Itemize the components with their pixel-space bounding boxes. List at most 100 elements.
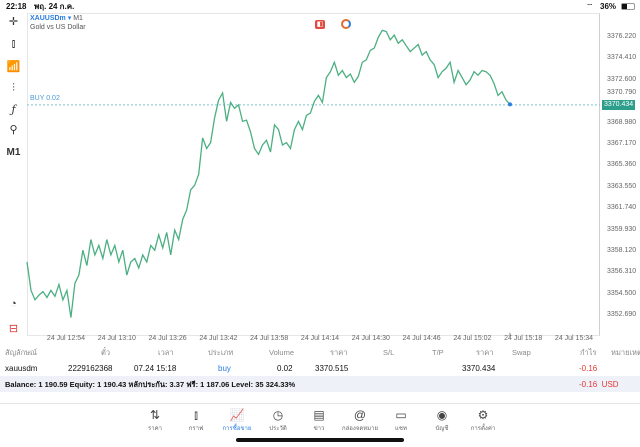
- row-ticket: 2229162368: [68, 364, 113, 373]
- tab-icon: ▤: [313, 408, 325, 422]
- column-header[interactable]: Swap: [512, 348, 531, 357]
- column-header[interactable]: ราคา: [330, 348, 348, 357]
- summary-bar: [0, 376, 640, 392]
- objects-icon[interactable]: ⚲: [9, 124, 18, 136]
- tab-icon: ⚙: [477, 408, 489, 422]
- tab-label: บัญชี: [435, 426, 449, 432]
- time-tick: 24 Jul 15:34: [554, 335, 594, 342]
- settings-sliders-icon[interactable]: ⫶: [12, 82, 15, 94]
- column-header[interactable]: เวลา: [158, 348, 174, 357]
- tab-icon: @: [353, 408, 367, 422]
- chart-area[interactable]: [27, 13, 600, 336]
- tab-8[interactable]: ⚙ การตั้งค่า: [463, 407, 503, 433]
- tab-label: การตั้งค่า: [470, 426, 496, 432]
- tab-7[interactable]: ◉ บัญชี: [422, 407, 462, 433]
- price-tick: 3352.690: [607, 311, 637, 319]
- tab-label: ประวัติ: [269, 426, 287, 432]
- account-summary: Balance: 1 190.59 Equity: 1 190.43 หลักป…: [5, 380, 296, 389]
- indicators-icon[interactable]: 📶: [6, 61, 21, 73]
- column-header[interactable]: กำไร: [580, 348, 597, 357]
- time-tick: 24 Jul 13:10: [97, 335, 136, 342]
- trade-icon[interactable]: ⊟: [8, 323, 19, 335]
- price-line: [26, 29, 511, 318]
- tab-5[interactable]: @ กล่องจดหมาย: [340, 407, 380, 433]
- time-tick: 24 Jul 15:18: [504, 335, 543, 342]
- scroll-marker-icon: [508, 332, 512, 336]
- price-tick: 3361.740: [607, 204, 637, 212]
- column-header[interactable]: หมายเหตุ: [611, 348, 640, 357]
- time-tick: 24 Jul 12:54: [46, 335, 86, 342]
- speedometer-icon[interactable]: ◔: [10, 298, 17, 310]
- tab-label: กราฟ: [188, 426, 204, 432]
- time-tick: 24 Jul 13:58: [250, 335, 289, 342]
- price-tick: 3363.550: [607, 182, 637, 190]
- column-header[interactable]: สัญลักษณ์: [5, 348, 38, 357]
- time-tick: 24 Jul 14:30: [351, 335, 390, 342]
- sell-button-icon[interactable]: ◧: [315, 20, 325, 29]
- column-header[interactable]: S/L: [383, 348, 395, 357]
- price-tick: 3370.790: [607, 89, 637, 96]
- time-tick: 24 Jul 13:42: [199, 335, 238, 342]
- timeframe-button[interactable]: M1: [6, 147, 21, 158]
- wifi-icon: ⌔: [586, 2, 594, 11]
- order-line-label: BUY 0.02: [30, 95, 60, 102]
- battery-icon: [621, 3, 635, 10]
- row-type: buy: [218, 364, 231, 373]
- tab-icon: 📈: [229, 408, 245, 422]
- tab-3[interactable]: ◷ ประวัติ: [258, 407, 298, 433]
- tab-icon: ⫾: [194, 408, 198, 422]
- column-header[interactable]: T/P: [432, 348, 444, 357]
- battery-level: 36%: [600, 2, 617, 11]
- price-tick: 3354.500: [607, 289, 637, 297]
- column-header[interactable]: ตั๋ว: [101, 348, 111, 357]
- tab-1[interactable]: ⫾ กราฟ: [176, 407, 216, 433]
- tab-label: กล่องจดหมาย: [341, 426, 379, 432]
- tab-label: ข่าว: [313, 426, 325, 432]
- divider: [0, 403, 640, 404]
- function-icon[interactable]: ƒ: [11, 103, 16, 116]
- chart-description: Gold vs US Dollar: [30, 24, 86, 31]
- time-tick: 24 Jul 15:02: [453, 335, 492, 342]
- tab-2[interactable]: 📈 การซื้อขาย: [217, 407, 257, 433]
- row-profit: -0.16: [579, 364, 598, 373]
- time-tick: 24 Jul 13:26: [148, 335, 187, 342]
- tab-label: ราคา: [148, 426, 162, 432]
- home-indicator: [236, 438, 404, 442]
- column-header[interactable]: ประเภท: [208, 348, 234, 357]
- column-header[interactable]: Volume: [269, 348, 295, 357]
- chart-symbol[interactable]: XAUUSDm ▾ M1: [30, 15, 83, 22]
- candlestick-icon[interactable]: ⫾: [11, 38, 16, 50]
- status-date: พฤ. 24 ก.ค.: [34, 2, 75, 11]
- tab-6[interactable]: ▭ แชท: [381, 407, 421, 433]
- price-tick: 3356.310: [607, 268, 637, 276]
- tab-icon: ⇅: [149, 408, 161, 422]
- price-tick: 3374.410: [607, 54, 637, 62]
- row-open-price: 3370.515: [315, 364, 349, 373]
- crosshair-icon[interactable]: ✛: [8, 16, 19, 28]
- one-click-icon[interactable]: [341, 19, 351, 29]
- tab-0[interactable]: ⇅ ราคา: [135, 407, 175, 433]
- time-tick: 24 Jul 14:14: [300, 335, 340, 342]
- row-volume: 0.02: [277, 364, 293, 373]
- price-tick: 3376.220: [607, 33, 637, 40]
- tab-icon: ◷: [272, 408, 284, 422]
- tab-label: แชท: [395, 426, 407, 432]
- current-price-tag: 3370.434: [602, 100, 636, 110]
- tab-icon: ◉: [436, 408, 448, 422]
- price-tick: 3359.930: [607, 225, 637, 233]
- price-tick: 3372.600: [607, 75, 637, 83]
- row-symbol[interactable]: xauusdm: [5, 364, 38, 373]
- row-current-price: 3370.434: [462, 364, 496, 373]
- tab-4[interactable]: ▤ ข่าว: [299, 407, 339, 433]
- price-tick: 3368.980: [607, 118, 637, 126]
- tab-icon: ▭: [395, 408, 407, 422]
- summary-profit: -0.16 USD: [579, 380, 619, 389]
- time-tick: 24 Jul 14:46: [402, 335, 441, 342]
- row-time: 07.24 15:18: [134, 364, 177, 373]
- price-tick: 3365.360: [607, 161, 637, 169]
- status-time: 22:18: [6, 2, 27, 11]
- price-tick: 3358.120: [607, 247, 637, 254]
- tab-label: การซื้อขาย: [222, 426, 252, 432]
- column-header[interactable]: ราคา: [476, 348, 494, 357]
